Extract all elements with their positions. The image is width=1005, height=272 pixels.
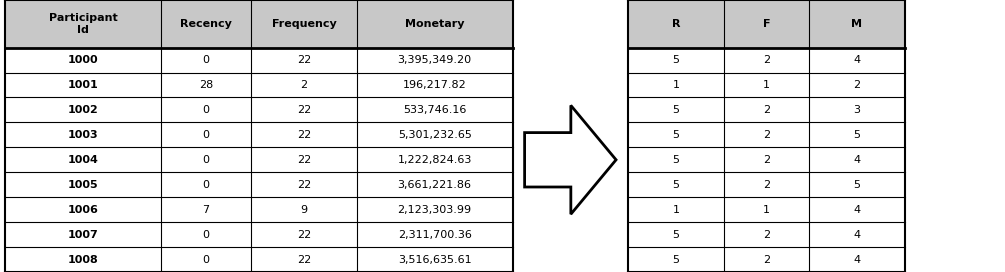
Text: 22: 22 — [296, 130, 312, 140]
Bar — [628, 73, 904, 97]
Text: 1002: 1002 — [67, 105, 98, 115]
Text: 2: 2 — [763, 130, 770, 140]
Text: 4: 4 — [853, 55, 860, 65]
Text: 0: 0 — [203, 180, 209, 190]
Text: 2: 2 — [763, 55, 770, 65]
Text: 22: 22 — [296, 230, 312, 240]
Bar — [5, 0, 513, 48]
Text: 5: 5 — [853, 130, 860, 140]
Text: 22: 22 — [296, 255, 312, 265]
Bar — [5, 197, 513, 222]
Text: 0: 0 — [203, 230, 209, 240]
Bar — [628, 247, 904, 272]
Text: 5: 5 — [672, 55, 679, 65]
Text: 4: 4 — [853, 155, 860, 165]
Text: 28: 28 — [199, 80, 213, 90]
Text: 22: 22 — [296, 155, 312, 165]
Text: 4: 4 — [853, 255, 860, 265]
Text: M: M — [851, 19, 862, 29]
Text: 0: 0 — [203, 105, 209, 115]
Bar — [628, 172, 904, 197]
Text: R: R — [671, 19, 680, 29]
Polygon shape — [525, 105, 616, 214]
Text: Frequency: Frequency — [271, 19, 337, 29]
Text: 1: 1 — [763, 205, 770, 215]
Text: 2: 2 — [763, 230, 770, 240]
Bar — [628, 0, 904, 48]
Text: 1004: 1004 — [67, 155, 98, 165]
Text: 1,222,824.63: 1,222,824.63 — [397, 155, 472, 165]
Bar — [5, 97, 513, 122]
Text: 3,516,635.61: 3,516,635.61 — [398, 255, 471, 265]
Bar — [628, 222, 904, 247]
Text: 22: 22 — [296, 180, 312, 190]
Text: 2: 2 — [763, 255, 770, 265]
Text: 1: 1 — [672, 80, 679, 90]
Text: Participant
Id: Participant Id — [48, 13, 118, 35]
Text: 7: 7 — [202, 205, 210, 215]
Text: 2: 2 — [763, 180, 770, 190]
Bar — [5, 48, 513, 73]
Text: 3,661,221.86: 3,661,221.86 — [398, 180, 471, 190]
Text: 1008: 1008 — [67, 255, 98, 265]
Bar — [5, 147, 513, 172]
Text: 2: 2 — [853, 80, 860, 90]
Text: Recency: Recency — [180, 19, 232, 29]
Text: 5,301,232.65: 5,301,232.65 — [398, 130, 471, 140]
Text: 2,123,303.99: 2,123,303.99 — [398, 205, 471, 215]
Text: 533,746.16: 533,746.16 — [403, 105, 466, 115]
Text: Monetary: Monetary — [405, 19, 464, 29]
Text: 3,395,349.20: 3,395,349.20 — [398, 55, 471, 65]
Text: 5: 5 — [853, 180, 860, 190]
Text: 2: 2 — [300, 80, 308, 90]
Bar — [628, 122, 904, 147]
Bar — [5, 247, 513, 272]
Text: 0: 0 — [203, 55, 209, 65]
Text: 2,311,700.36: 2,311,700.36 — [398, 230, 471, 240]
Bar — [628, 197, 904, 222]
Text: 5: 5 — [672, 105, 679, 115]
Text: 4: 4 — [853, 205, 860, 215]
Text: 5: 5 — [672, 130, 679, 140]
Text: 0: 0 — [203, 130, 209, 140]
Text: 0: 0 — [203, 255, 209, 265]
Text: 1: 1 — [672, 205, 679, 215]
Text: 3: 3 — [853, 105, 860, 115]
Text: 1: 1 — [763, 80, 770, 90]
Text: 4: 4 — [853, 230, 860, 240]
Bar — [628, 48, 904, 73]
Text: 9: 9 — [300, 205, 308, 215]
Text: 5: 5 — [672, 255, 679, 265]
Text: 2: 2 — [763, 105, 770, 115]
Text: 1007: 1007 — [67, 230, 98, 240]
Text: 1003: 1003 — [67, 130, 98, 140]
Text: 0: 0 — [203, 155, 209, 165]
Text: 2: 2 — [763, 155, 770, 165]
Bar — [5, 122, 513, 147]
Text: 5: 5 — [672, 155, 679, 165]
Bar — [5, 73, 513, 97]
Text: 5: 5 — [672, 180, 679, 190]
Text: 22: 22 — [296, 105, 312, 115]
Text: 5: 5 — [672, 230, 679, 240]
Text: 1000: 1000 — [67, 55, 98, 65]
Text: 22: 22 — [296, 55, 312, 65]
Bar — [5, 222, 513, 247]
Text: 1006: 1006 — [67, 205, 98, 215]
Text: F: F — [763, 19, 770, 29]
Text: 1001: 1001 — [67, 80, 98, 90]
Bar — [5, 172, 513, 197]
Text: 196,217.82: 196,217.82 — [403, 80, 466, 90]
Text: 1005: 1005 — [67, 180, 98, 190]
Bar — [628, 97, 904, 122]
Bar — [628, 147, 904, 172]
